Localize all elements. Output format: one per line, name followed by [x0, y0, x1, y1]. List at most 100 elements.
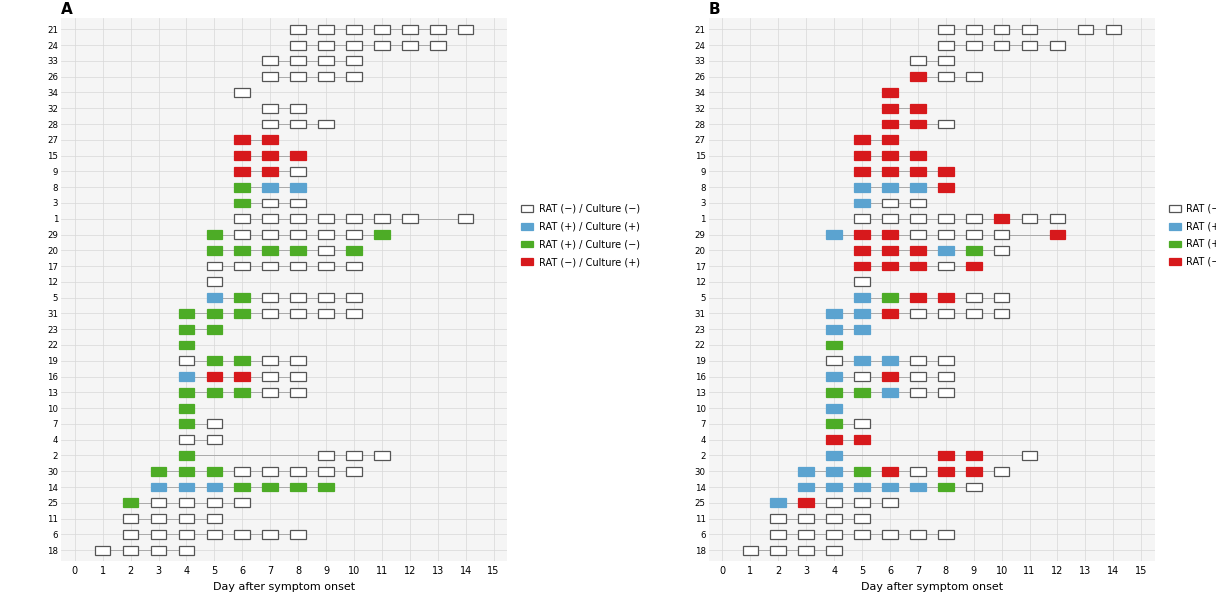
Bar [207, 278, 223, 286]
Bar [882, 214, 897, 223]
Bar [827, 498, 841, 508]
Bar [882, 498, 897, 508]
Bar [263, 262, 278, 270]
Bar [854, 151, 869, 160]
Bar [319, 214, 334, 223]
Bar [207, 388, 223, 396]
Bar [882, 356, 897, 365]
Bar [291, 120, 306, 129]
Bar [263, 293, 278, 302]
Bar [291, 230, 306, 239]
Bar [179, 436, 195, 444]
Bar [235, 309, 250, 318]
Bar [854, 530, 869, 539]
Bar [854, 230, 869, 239]
Bar [854, 246, 869, 255]
Bar [854, 483, 869, 492]
Bar [207, 514, 223, 523]
Bar [263, 72, 278, 81]
Bar [854, 325, 869, 334]
Bar [347, 246, 362, 255]
Bar [347, 214, 362, 223]
Bar [854, 167, 869, 176]
Bar [151, 546, 167, 554]
Bar [291, 167, 306, 176]
Bar [882, 120, 897, 129]
Bar [966, 246, 981, 255]
Bar [910, 198, 925, 207]
Bar [375, 230, 389, 239]
Bar [799, 467, 814, 476]
Bar [966, 230, 981, 239]
Bar [235, 151, 250, 160]
Bar [179, 514, 195, 523]
Bar [123, 498, 139, 508]
Bar [854, 420, 869, 428]
Bar [854, 356, 869, 365]
Bar [235, 198, 250, 207]
Bar [854, 498, 869, 508]
Bar [402, 25, 417, 34]
Bar [882, 467, 897, 476]
Bar [882, 167, 897, 176]
Bar [882, 293, 897, 302]
Bar [179, 467, 195, 476]
Bar [263, 388, 278, 396]
X-axis label: Day after symptom onset: Day after symptom onset [213, 581, 355, 592]
Bar [235, 183, 250, 192]
Bar [347, 467, 362, 476]
Bar [319, 120, 334, 129]
Bar [910, 483, 925, 492]
Bar [827, 309, 841, 318]
Bar [966, 293, 981, 302]
Bar [263, 167, 278, 176]
Bar [827, 530, 841, 539]
Bar [235, 293, 250, 302]
Bar [319, 57, 334, 65]
Bar [966, 309, 981, 318]
Bar [799, 514, 814, 523]
Bar [430, 41, 445, 49]
Bar [966, 72, 981, 81]
Bar [207, 530, 223, 539]
Bar [1021, 214, 1037, 223]
Bar [882, 135, 897, 144]
Bar [179, 420, 195, 428]
Bar [179, 498, 195, 508]
Bar [235, 388, 250, 396]
Bar [1021, 41, 1037, 49]
Bar [882, 388, 897, 396]
Bar [319, 451, 334, 460]
Bar [854, 372, 869, 381]
Bar [291, 198, 306, 207]
Bar [910, 372, 925, 381]
Bar [347, 293, 362, 302]
Bar [1077, 25, 1093, 34]
Bar [966, 483, 981, 492]
Bar [882, 530, 897, 539]
Bar [966, 214, 981, 223]
Bar [235, 214, 250, 223]
Bar [291, 41, 306, 49]
Bar [123, 514, 139, 523]
Bar [827, 436, 841, 444]
Bar [938, 388, 953, 396]
Bar [263, 120, 278, 129]
Bar [910, 104, 925, 113]
Bar [938, 451, 953, 460]
Bar [938, 483, 953, 492]
Bar [263, 104, 278, 113]
Bar [179, 372, 195, 381]
Bar [347, 230, 362, 239]
Bar [771, 498, 786, 508]
Bar [938, 167, 953, 176]
Bar [827, 340, 841, 350]
Bar [966, 451, 981, 460]
Bar [319, 467, 334, 476]
Bar [827, 356, 841, 365]
Bar [151, 483, 167, 492]
Bar [910, 262, 925, 270]
Bar [910, 183, 925, 192]
Bar [151, 498, 167, 508]
Bar [319, 483, 334, 492]
